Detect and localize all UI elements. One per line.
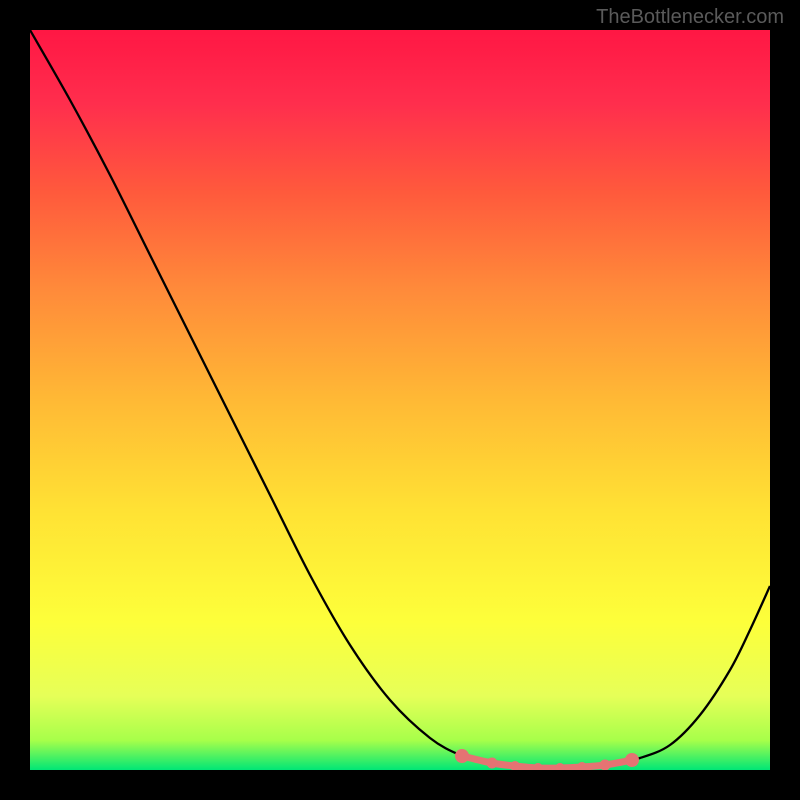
attribution-text: TheBottlenecker.com [596,6,784,29]
bottleneck-curve [30,30,770,768]
marker-point [577,762,587,770]
marker-point [487,758,498,769]
marker-point [600,760,611,771]
bottleneck-chart [30,30,770,770]
marker-point [533,763,543,770]
marker-point [555,763,565,770]
marker-point [455,749,469,763]
marker-point [625,753,639,767]
curve-overlay [30,30,770,770]
